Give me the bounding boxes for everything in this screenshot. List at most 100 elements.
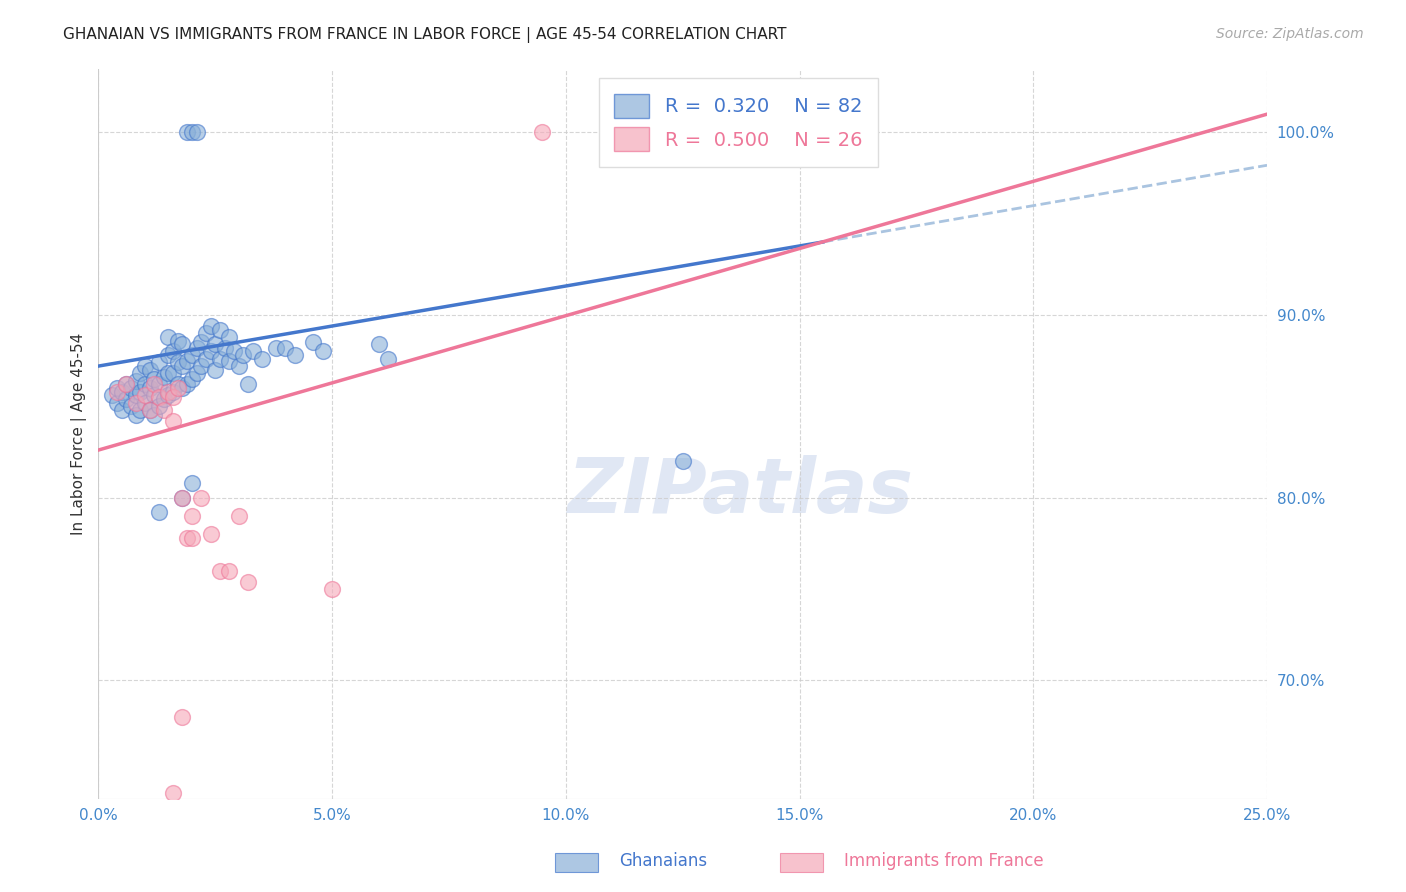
Point xyxy=(162,414,184,428)
Point xyxy=(157,348,180,362)
Point xyxy=(180,508,202,523)
Point xyxy=(236,377,259,392)
Point xyxy=(115,377,138,392)
Point xyxy=(186,341,208,355)
Point xyxy=(134,359,156,373)
Point xyxy=(264,341,287,355)
Point xyxy=(302,335,325,350)
Point xyxy=(139,403,162,417)
Point xyxy=(143,388,166,402)
Point xyxy=(162,384,184,399)
Point xyxy=(157,384,180,399)
Point xyxy=(120,399,142,413)
Point xyxy=(143,409,166,423)
Point xyxy=(186,367,208,381)
Point xyxy=(186,125,208,139)
Point xyxy=(218,330,240,344)
Point xyxy=(120,381,142,395)
Point xyxy=(162,786,184,800)
Point xyxy=(531,125,554,139)
Point xyxy=(152,403,174,417)
Point xyxy=(166,334,188,348)
Point xyxy=(162,344,184,359)
Point xyxy=(162,390,184,404)
Point xyxy=(200,527,222,541)
Point xyxy=(129,403,152,417)
Point xyxy=(176,531,198,545)
Point xyxy=(139,403,162,417)
Point xyxy=(111,403,134,417)
Point xyxy=(200,318,222,333)
Point xyxy=(105,384,128,399)
Point xyxy=(148,355,170,369)
Point xyxy=(176,377,198,392)
Point xyxy=(152,370,174,384)
Point xyxy=(180,372,202,386)
Point xyxy=(172,381,194,395)
Point xyxy=(115,377,138,392)
Point xyxy=(129,367,152,381)
Point xyxy=(218,564,240,578)
Point xyxy=(242,344,264,359)
Point xyxy=(105,395,128,409)
Point xyxy=(190,491,212,505)
Point xyxy=(176,353,198,368)
Point xyxy=(101,388,124,402)
Point xyxy=(125,395,148,409)
Point xyxy=(232,348,254,362)
Point xyxy=(208,322,231,336)
Point xyxy=(139,363,162,377)
Point xyxy=(134,377,156,392)
Point xyxy=(172,709,194,723)
Point xyxy=(157,367,180,381)
Point xyxy=(222,344,245,359)
Point xyxy=(204,363,226,377)
Point xyxy=(134,388,156,402)
Point xyxy=(180,125,202,139)
Point xyxy=(166,381,188,395)
Point xyxy=(190,335,212,350)
Point xyxy=(172,491,194,505)
Point xyxy=(250,351,273,366)
Point xyxy=(218,353,240,368)
Point xyxy=(194,326,217,341)
Point xyxy=(152,392,174,406)
Text: Source: ZipAtlas.com: Source: ZipAtlas.com xyxy=(1216,27,1364,41)
Point xyxy=(180,531,202,545)
Point xyxy=(125,409,148,423)
Point xyxy=(194,351,217,366)
Point xyxy=(125,388,148,402)
Point xyxy=(148,505,170,519)
Point xyxy=(125,374,148,388)
Point xyxy=(214,341,236,355)
Point xyxy=(139,381,162,395)
Point xyxy=(672,454,695,468)
Point xyxy=(312,344,335,359)
Point xyxy=(180,348,202,362)
Point xyxy=(228,508,250,523)
Point xyxy=(208,564,231,578)
Point xyxy=(176,125,198,139)
Point xyxy=(148,390,170,404)
Point xyxy=(111,384,134,399)
Point xyxy=(105,381,128,395)
Text: Immigrants from France: Immigrants from France xyxy=(844,852,1043,870)
Point xyxy=(157,388,180,402)
Point xyxy=(148,399,170,413)
Point xyxy=(180,475,202,490)
Point xyxy=(172,359,194,373)
Point xyxy=(157,330,180,344)
Point xyxy=(162,367,184,381)
Point xyxy=(172,491,194,505)
Point xyxy=(134,395,156,409)
Point xyxy=(190,359,212,373)
Point xyxy=(204,337,226,351)
Legend: R =  0.320    N = 82, R =  0.500    N = 26: R = 0.320 N = 82, R = 0.500 N = 26 xyxy=(599,78,879,167)
Text: ZIPatlas: ZIPatlas xyxy=(568,455,914,529)
Text: GHANAIAN VS IMMIGRANTS FROM FRANCE IN LABOR FORCE | AGE 45-54 CORRELATION CHART: GHANAIAN VS IMMIGRANTS FROM FRANCE IN LA… xyxy=(63,27,787,43)
Point xyxy=(148,377,170,392)
Point xyxy=(274,341,297,355)
Point xyxy=(228,359,250,373)
Point xyxy=(166,377,188,392)
Point xyxy=(172,337,194,351)
